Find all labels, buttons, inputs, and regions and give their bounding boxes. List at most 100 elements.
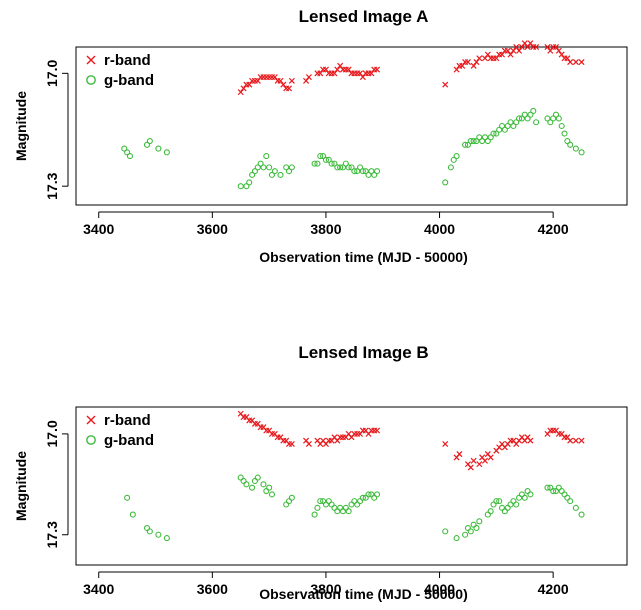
data-point-g-band — [283, 501, 290, 508]
data-point-r-band — [513, 43, 520, 51]
x-tick-label: 3600 — [197, 581, 228, 597]
series-g-band — [124, 474, 585, 542]
data-point-g-band — [447, 164, 454, 171]
data-point-g-band — [572, 504, 579, 511]
y-tick-label: 17.3 — [44, 172, 60, 199]
legend-marker-g-band — [86, 75, 96, 85]
data-point-g-band — [518, 115, 525, 122]
data-point-r-band — [521, 40, 528, 47]
data-point-g-band — [464, 141, 471, 148]
data-point-r-band — [578, 437, 585, 444]
data-point-r-band — [533, 43, 540, 51]
data-point-g-band — [365, 171, 372, 178]
data-point-g-band — [254, 474, 261, 481]
data-point-r-band — [510, 47, 517, 54]
data-point-g-band — [467, 137, 474, 145]
data-point-g-band — [314, 160, 321, 167]
data-point-g-band — [129, 511, 136, 518]
data-point-g-band — [354, 168, 361, 175]
data-point-g-band — [342, 504, 349, 511]
data-point-g-band — [524, 487, 531, 495]
data-point-g-band — [348, 501, 355, 508]
data-point-r-band — [374, 66, 381, 73]
legend: r-band g-band — [86, 52, 154, 89]
data-point-r-band — [442, 440, 449, 448]
data-point-g-band — [143, 524, 151, 532]
data-point-g-band — [246, 179, 253, 186]
data-point-g-band — [266, 164, 273, 171]
x-tick-label: 3800 — [310, 221, 341, 237]
data-point-r-band — [303, 77, 310, 84]
data-point-g-band — [311, 160, 318, 167]
data-point-g-band — [464, 524, 471, 532]
data-point-g-band — [550, 115, 557, 122]
data-point-g-band — [555, 484, 562, 491]
data-point-g-band — [331, 160, 338, 167]
data-point-g-band — [146, 137, 153, 145]
data-point-r-band — [544, 43, 551, 51]
data-point-g-band — [578, 511, 585, 518]
data-point-r-band — [572, 59, 579, 66]
data-point-g-band — [558, 122, 565, 130]
data-point-g-band — [467, 528, 474, 535]
data-point-g-band — [368, 168, 375, 175]
data-point-g-band — [558, 487, 565, 495]
data-point-r-band — [288, 440, 295, 448]
data-point-g-band — [481, 134, 489, 141]
data-point-g-band — [496, 126, 503, 133]
data-point-r-band — [547, 47, 554, 54]
chart-panel-b: Lensed Image B 3400 3600 3800 4000 4200 17.0 17… — [13, 343, 628, 602]
data-point-r-band — [254, 77, 261, 84]
data-point-g-band — [243, 481, 250, 488]
data-point-g-band — [285, 168, 293, 175]
data-point-r-band — [334, 66, 341, 73]
data-point-g-band — [266, 484, 273, 491]
data-point-r-band — [507, 51, 514, 58]
data-point-g-band — [561, 491, 568, 498]
data-point-r-band — [456, 451, 463, 458]
series-g-band — [121, 107, 585, 190]
chart-title: Lensed Image A — [299, 7, 429, 26]
data-point-r-band — [470, 457, 477, 464]
data-point-g-band — [249, 484, 256, 491]
data-point-g-band — [271, 168, 278, 175]
data-point-g-band — [476, 134, 483, 141]
data-point-g-band — [285, 498, 293, 505]
y-axis-label: Magnitude — [13, 91, 29, 161]
data-point-g-band — [251, 477, 258, 485]
x-tick-label: 4000 — [424, 221, 455, 237]
data-point-g-band — [524, 115, 531, 122]
data-point-g-band — [143, 141, 151, 148]
data-point-g-band — [547, 119, 554, 126]
data-point-r-band — [277, 77, 284, 84]
data-point-g-band — [288, 494, 295, 501]
data-point-r-band — [345, 66, 352, 73]
data-point-g-band — [374, 491, 381, 498]
x-axis-label: Observation time (MJD - 50000) — [259, 249, 468, 265]
data-point-g-band — [567, 498, 574, 505]
data-point-g-band — [339, 508, 347, 515]
data-point-g-band — [237, 183, 244, 190]
data-point-g-band — [518, 491, 525, 498]
data-point-g-band — [479, 137, 486, 145]
data-point-g-band — [263, 153, 270, 160]
data-point-g-band — [544, 115, 551, 122]
data-point-g-band — [510, 122, 517, 130]
legend-label: g-band — [104, 72, 154, 89]
data-point-g-band — [507, 501, 514, 508]
data-point-r-band — [240, 85, 247, 92]
data-point-r-band — [442, 81, 449, 88]
data-point-g-band — [342, 160, 349, 167]
chart-panel-a: Lensed Image A 3400 3600 3800 4000 4200 17.0 17… — [13, 7, 628, 265]
data-point-g-band — [453, 153, 460, 160]
data-point-g-band — [450, 156, 457, 163]
data-point-r-band — [481, 55, 489, 62]
data-point-r-band — [288, 77, 295, 84]
data-point-r-band — [527, 437, 534, 444]
data-point-g-band — [126, 153, 134, 160]
x-tick-label: 4000 — [424, 581, 455, 597]
data-point-g-band — [530, 107, 537, 115]
data-point-g-band — [496, 498, 503, 505]
x-axis-label: Observation time (MJD - 50000) — [259, 586, 468, 602]
